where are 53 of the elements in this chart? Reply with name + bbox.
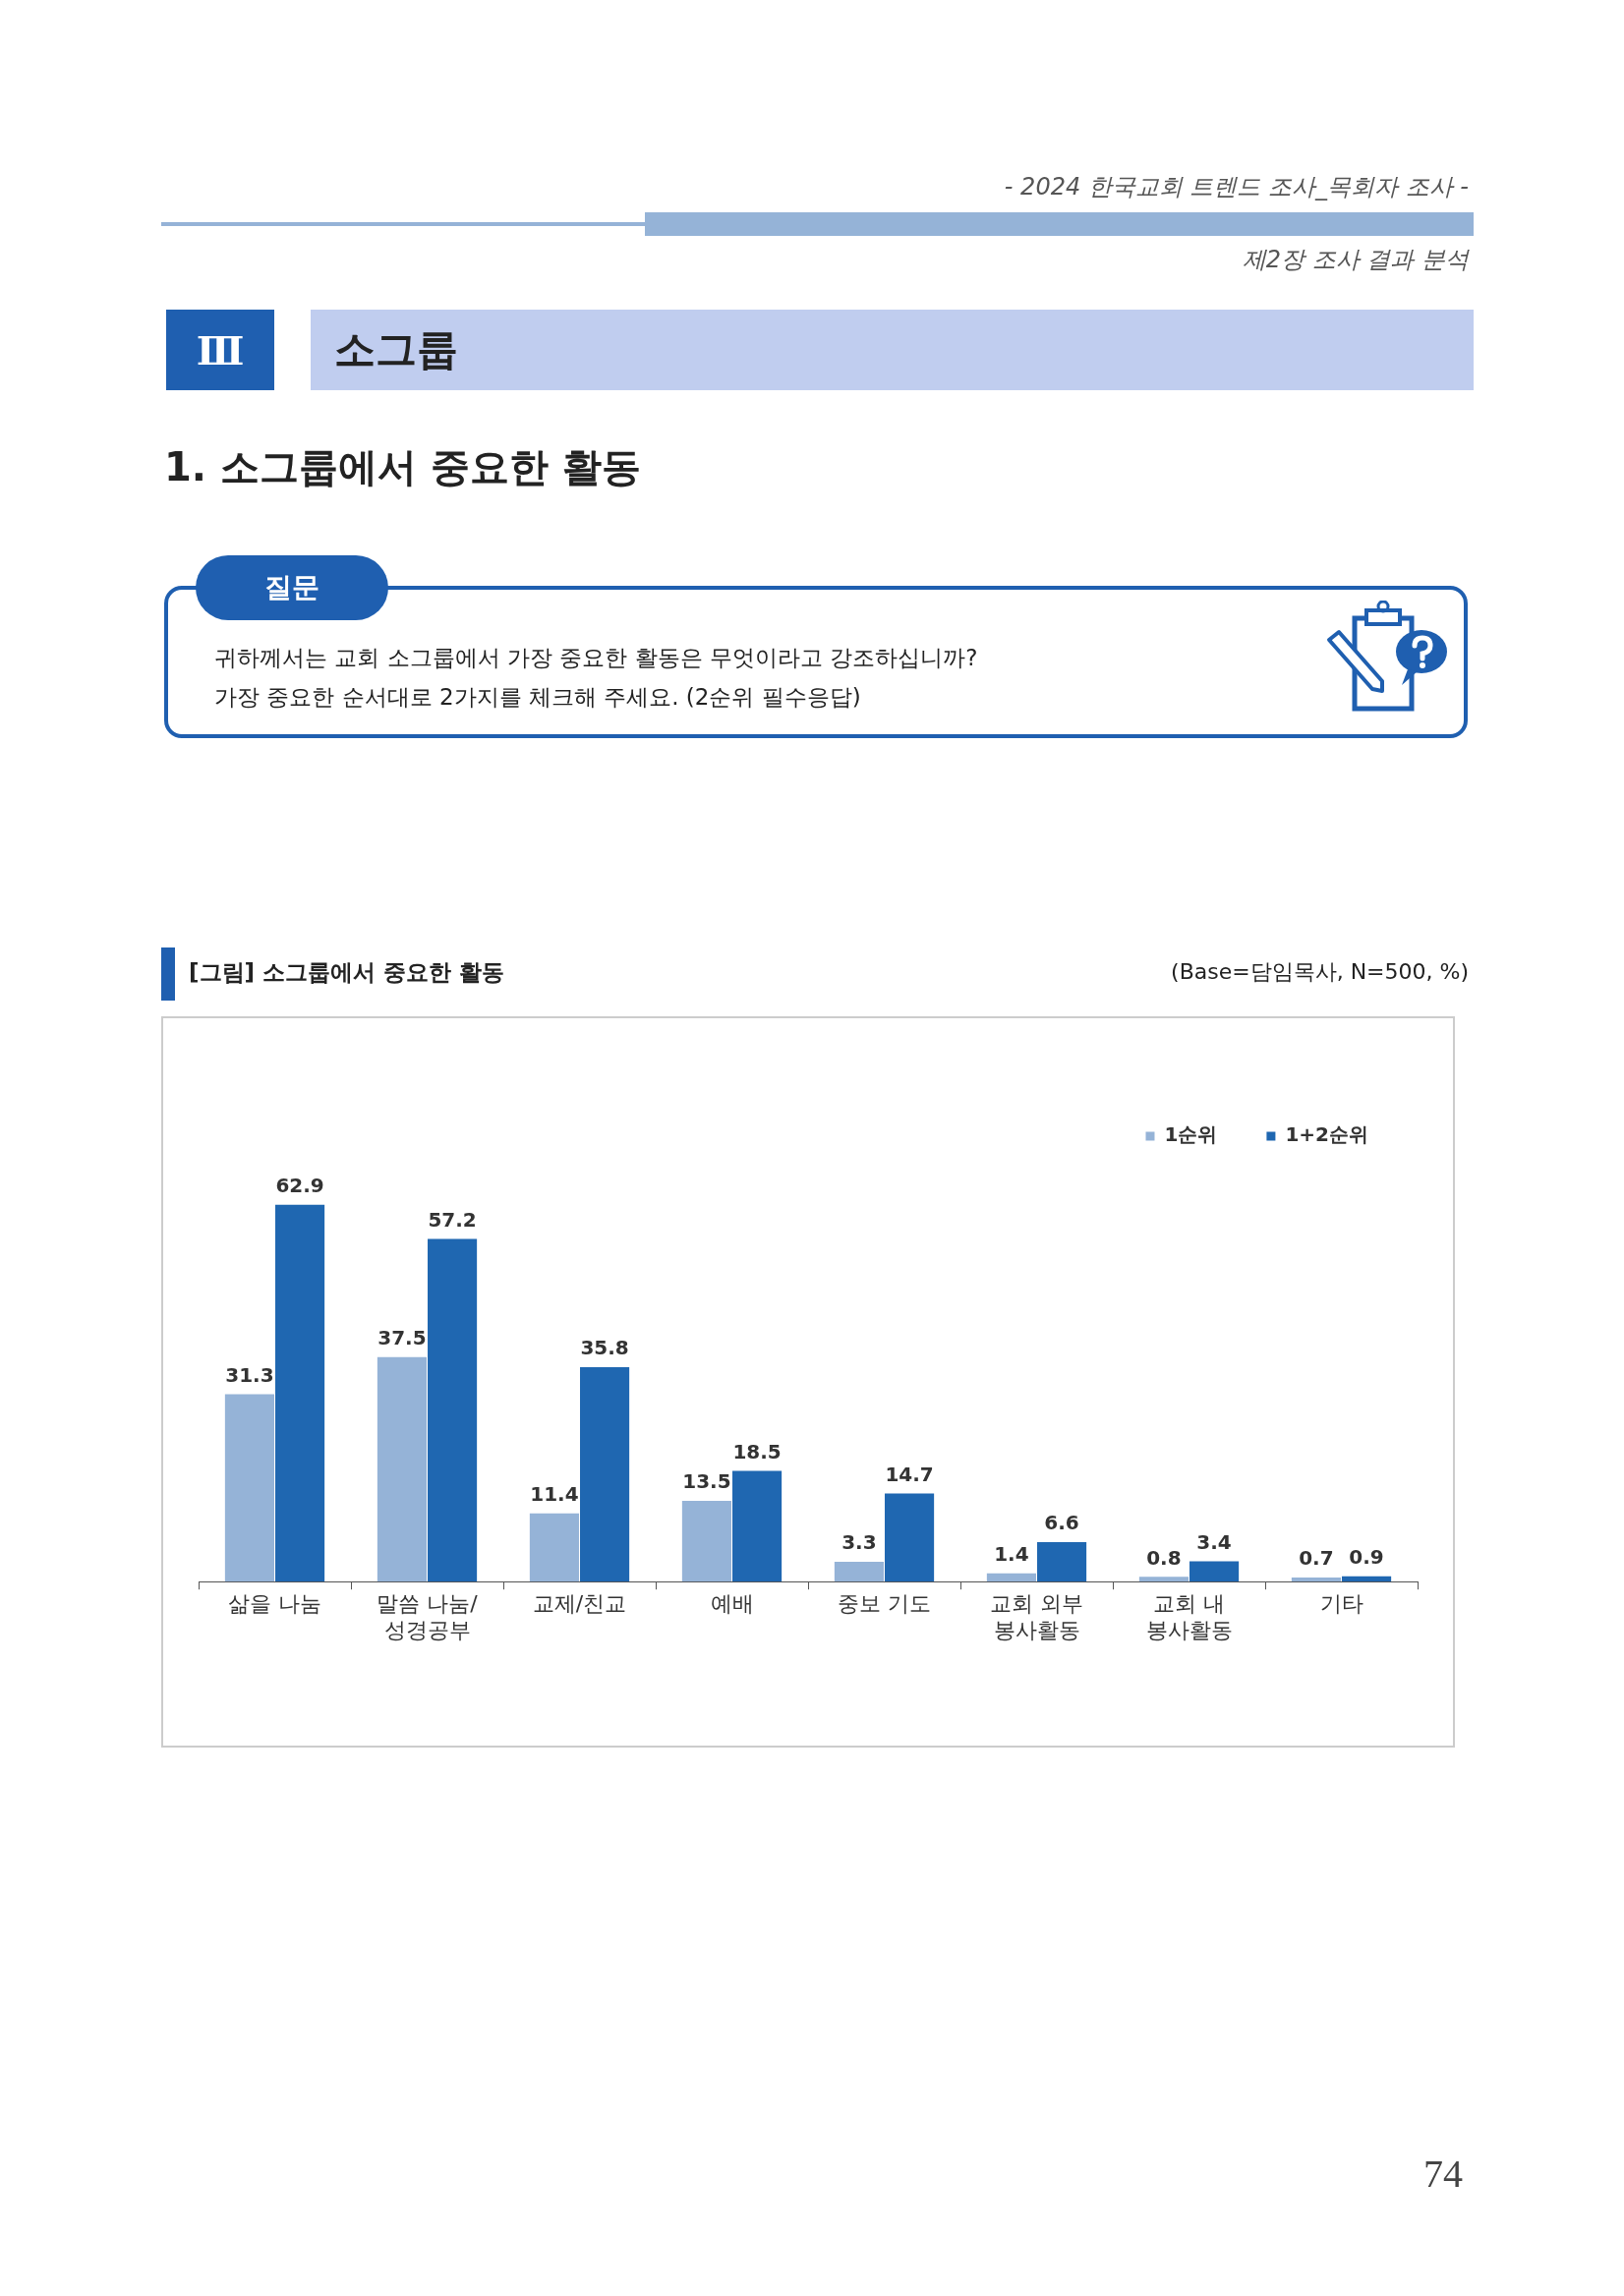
data-label: 37.5 <box>377 1325 427 1349</box>
text: 74 <box>1423 2151 1463 2197</box>
bar <box>1189 1561 1240 1582</box>
x-tick-label: 교제/친교 <box>532 1591 627 1617</box>
bar <box>377 1356 427 1582</box>
x-tick-label: 교회 외부 봉사활동 <box>990 1591 1083 1642</box>
bar <box>1037 1541 1087 1582</box>
legend-label: 1순위 <box>1164 1122 1218 1147</box>
bar <box>834 1562 884 1582</box>
text: 제2장 조사 결과 분석 <box>1242 245 1469 275</box>
x-tick-label: 예배 <box>710 1591 754 1617</box>
data-label: 0.7 <box>1299 1546 1334 1571</box>
bar <box>428 1238 478 1582</box>
bar <box>681 1500 731 1582</box>
data-label: 31.3 <box>225 1362 274 1387</box>
chart-title: [그림] 소그룹에서 중요한 활동 <box>189 958 505 987</box>
x-tick-label: 교회 내 봉사활동 <box>1145 1591 1233 1642</box>
data-label: 57.2 <box>428 1207 477 1232</box>
bar <box>580 1367 630 1582</box>
x-tick-label: 삶을 나눔 <box>228 1591 321 1617</box>
x-tick-label: 말씀 나눔/ 성경공부 <box>377 1591 479 1642</box>
x-tick-label: 중보 기도 <box>838 1591 931 1617</box>
data-label: 0.9 <box>1349 1544 1384 1569</box>
text: Ⅲ <box>166 310 274 390</box>
text: - 2024 한국교회 트렌드 조사_목회자 조사 - <box>1004 172 1469 202</box>
bar <box>1138 1577 1189 1582</box>
data-label: 13.5 <box>682 1469 731 1494</box>
data-label: 11.4 <box>530 1481 579 1506</box>
bar <box>275 1204 325 1582</box>
data-label: 35.8 <box>580 1336 629 1360</box>
text: 귀하께서는 교회 소그룹에서 가장 중요한 활동은 무엇이라고 강조하십니까? <box>214 644 978 672</box>
text: 질문 <box>196 555 388 620</box>
bar <box>1342 1576 1392 1582</box>
data-label: 3.4 <box>1196 1529 1232 1554</box>
bar <box>732 1470 783 1582</box>
bar <box>986 1573 1036 1582</box>
bar <box>529 1513 579 1582</box>
legend-label: 1+2순위 <box>1285 1122 1368 1147</box>
bar <box>224 1394 274 1582</box>
data-label: 6.6 <box>1044 1511 1079 1535</box>
data-label: 62.9 <box>275 1174 324 1198</box>
bar <box>885 1493 935 1582</box>
data-label: 18.5 <box>732 1439 782 1464</box>
text: 소그룹 <box>311 310 1474 390</box>
data-label: 3.3 <box>841 1530 877 1555</box>
x-tick-label: 기타 <box>1319 1591 1363 1617</box>
chart-subtitle: (Base=담임목사, N=500, %) <box>1171 958 1469 986</box>
text: 가장 중요한 순서대로 2가지를 체크해 주세요. (2순위 필수응답) <box>214 683 861 712</box>
text: 1. 소그룹에서 중요한 활동 <box>164 443 641 491</box>
data-label: 14.7 <box>885 1462 934 1486</box>
bar <box>1291 1577 1341 1582</box>
data-label: 1.4 <box>994 1541 1029 1566</box>
data-label: 0.8 <box>1146 1545 1182 1570</box>
